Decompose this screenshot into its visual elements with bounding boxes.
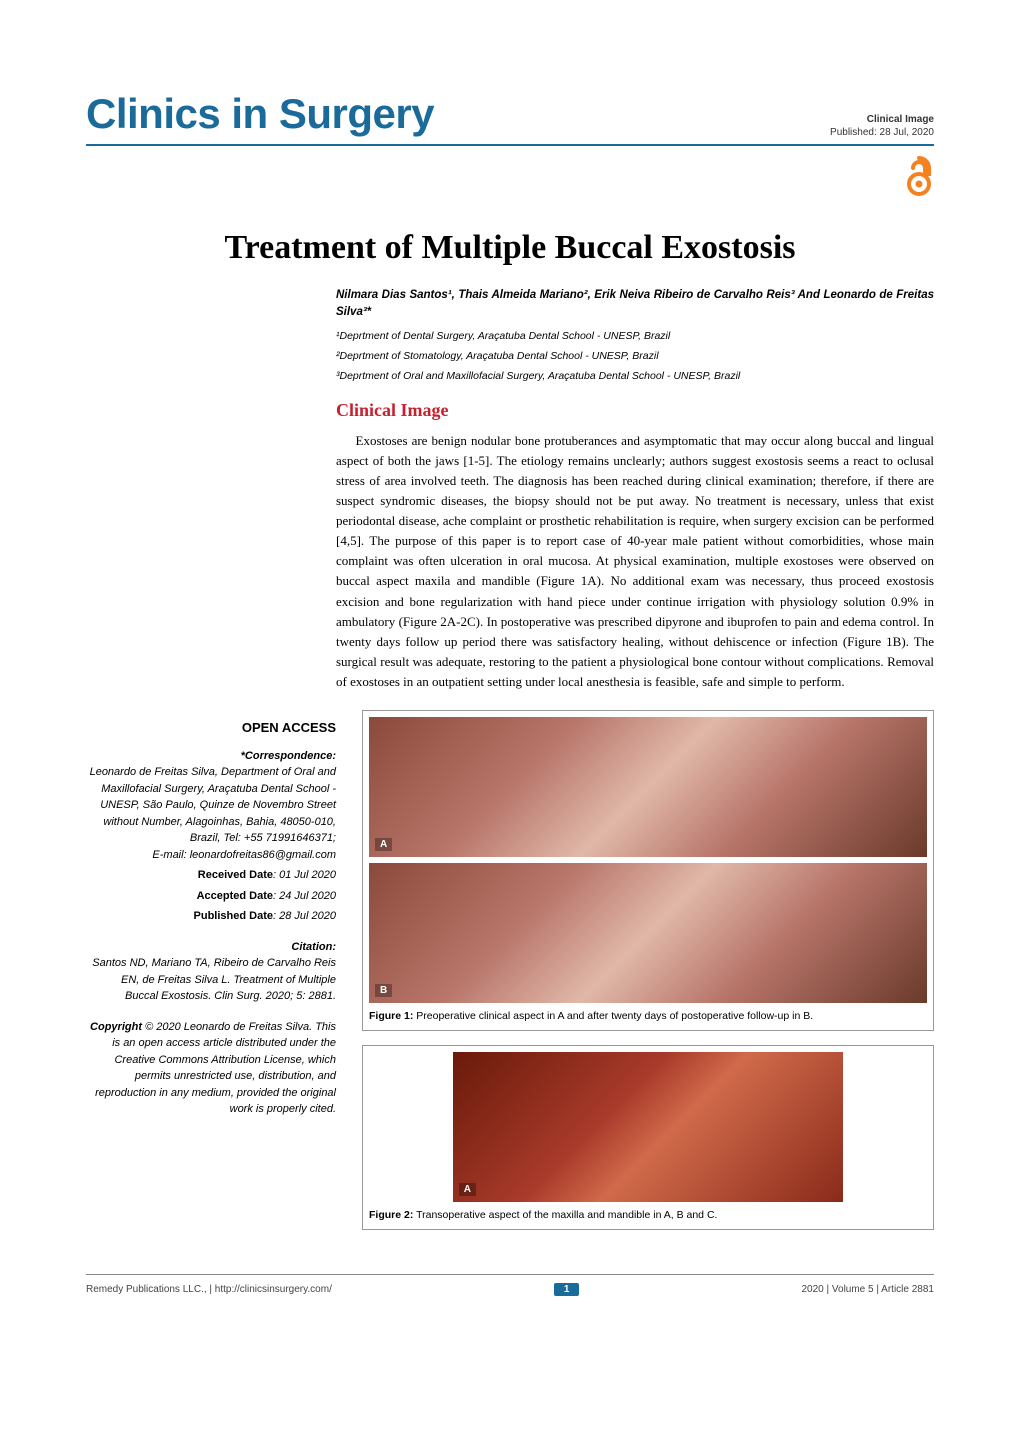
figure-1b-label: B: [375, 984, 392, 997]
affiliation-1: ¹Deprtment of Dental Surgery, Araçatuba …: [336, 330, 934, 342]
email-value: leonardofreitas86@gmail.com: [190, 849, 336, 861]
citation-label: Citation:: [86, 939, 336, 956]
footer-right: 2020 | Volume 5 | Article 2881: [801, 1284, 934, 1295]
copyright-label: Copyright: [90, 1021, 142, 1033]
affiliation-3: ³Deprtment of Oral and Maxillofacial Sur…: [336, 370, 934, 382]
published-line: Published Date: 28 Jul 2020: [86, 908, 336, 925]
copyright-block: Copyright © 2020 Leonardo de Freitas Sil…: [86, 1019, 336, 1118]
published-date-header: Published: 28 Jul, 2020: [830, 127, 934, 138]
open-access-icon: [904, 156, 934, 205]
received-line: Received Date: 01 Jul 2020: [86, 867, 336, 884]
published-value: 28 Jul 2020: [279, 910, 336, 922]
journal-header: Clinics in Surgery Clinical Image Publis…: [86, 90, 934, 146]
open-access-icon-row: [86, 156, 934, 205]
page-number: 1: [554, 1283, 580, 1296]
figure-2-panel: A: [453, 1052, 844, 1202]
published-label: Published Date: [194, 910, 273, 922]
open-access-heading: OPEN ACCESS: [86, 718, 336, 738]
figure-1a-label: A: [375, 838, 392, 851]
correspondence-text: Leonardo de Freitas Silva, Department of…: [86, 764, 336, 847]
figure-1-label: Figure 1:: [369, 1010, 413, 1022]
article-type-label: Clinical Image: [830, 114, 934, 125]
email-label: E-mail:: [152, 849, 186, 861]
figure-2: A Figure 2: Transoperative aspect of the…: [362, 1045, 934, 1230]
accepted-line: Accepted Date: 24 Jul 2020: [86, 888, 336, 905]
figure-2-panel-label: A: [459, 1183, 476, 1196]
footer-left: Remedy Publications LLC., | http://clini…: [86, 1284, 332, 1295]
email-line: E-mail: leonardofreitas86@gmail.com: [86, 847, 336, 864]
citation-text: Santos ND, Mariano TA, Ribeiro de Carval…: [86, 955, 336, 1005]
authors: Nilmara Dias Santos¹, Thais Almeida Mari…: [336, 287, 934, 322]
correspondence-label: *Correspondence:: [86, 748, 336, 765]
journal-title: Clinics in Surgery: [86, 90, 434, 138]
figure-1-panel-a: A: [369, 717, 927, 857]
header-meta: Clinical Image Published: 28 Jul, 2020: [830, 114, 934, 138]
citation-block: Citation: Santos ND, Mariano TA, Ribeiro…: [86, 939, 336, 1005]
body-paragraph: Exostoses are benign nodular bone protub…: [336, 431, 934, 693]
figure-1-caption: Figure 1: Preoperative clinical aspect i…: [369, 1009, 927, 1024]
figure-2-caption-text: Transoperative aspect of the maxilla and…: [416, 1209, 717, 1221]
figure-1-panel-b: B: [369, 863, 927, 1003]
figure-1: A B Figure 1: Preoperative clinical aspe…: [362, 710, 934, 1031]
copyright-text: © 2020 Leonardo de Freitas Silva. This i…: [95, 1021, 336, 1116]
received-label: Received Date: [198, 869, 273, 881]
accepted-value: 24 Jul 2020: [279, 890, 336, 902]
page-footer: Remedy Publications LLC., | http://clini…: [86, 1274, 934, 1296]
received-value: 01 Jul 2020: [279, 869, 336, 881]
article-meta: Nilmara Dias Santos¹, Thais Almeida Mari…: [336, 287, 934, 382]
section-heading: Clinical Image: [336, 400, 934, 421]
accepted-label: Accepted Date: [197, 890, 273, 902]
figures-column: A B Figure 1: Preoperative clinical aspe…: [362, 710, 934, 1243]
figure-2-caption: Figure 2: Transoperative aspect of the m…: [369, 1208, 927, 1223]
affiliation-2: ²Deprtment of Stomatology, Araçatuba Den…: [336, 350, 934, 362]
figure-2-label: Figure 2:: [369, 1209, 413, 1221]
figure-1-caption-text: Preoperative clinical aspect in A and af…: [416, 1010, 813, 1022]
article-title: Treatment of Multiple Buccal Exostosis: [86, 229, 934, 267]
sidebar: OPEN ACCESS *Correspondence: Leonardo de…: [86, 710, 336, 1243]
